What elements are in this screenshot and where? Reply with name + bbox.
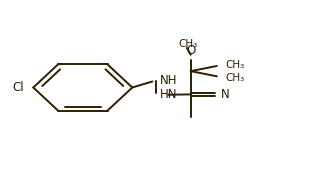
Text: CH₃: CH₃ bbox=[226, 73, 245, 83]
Text: N: N bbox=[221, 88, 230, 101]
Text: NH: NH bbox=[160, 74, 177, 88]
Text: HN: HN bbox=[160, 88, 177, 101]
Text: CH₃: CH₃ bbox=[178, 39, 198, 49]
Text: CH₃: CH₃ bbox=[226, 60, 245, 70]
Text: O: O bbox=[186, 44, 195, 57]
Text: Cl: Cl bbox=[12, 81, 24, 94]
